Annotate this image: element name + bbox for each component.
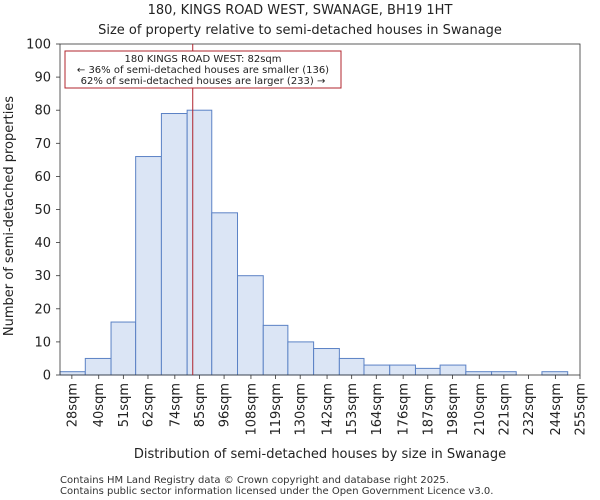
y-tick-label: 80 <box>34 104 51 119</box>
x-tick-label: 187sqm <box>421 383 436 436</box>
histogram-bar <box>110 321 137 376</box>
x-tick-label: 130sqm <box>294 383 309 436</box>
x-tick-label: 96sqm <box>218 383 233 427</box>
footer-line-2: Contains public sector information licen… <box>60 486 493 497</box>
y-tick-label: 90 <box>34 71 51 86</box>
annotation-box: 180 KINGS ROAD WEST: 82sqm ← 36% of semi… <box>64 50 342 89</box>
histogram-bar <box>237 275 264 376</box>
x-tick-label: 62sqm <box>141 383 156 427</box>
annotation-line-3: 62% of semi-detached houses are larger (… <box>81 76 326 87</box>
histogram-bar <box>414 367 441 376</box>
x-tick-label: 221sqm <box>497 383 512 436</box>
x-tick-label: 244sqm <box>549 383 564 436</box>
x-tick-label: 255sqm <box>574 383 589 436</box>
x-tick-label: 232sqm <box>522 383 537 436</box>
histogram-bar <box>541 371 569 376</box>
y-axis-ticks: 0 10 20 30 40 50 60 70 80 90 100 <box>26 38 60 384</box>
chart-title: 180, KINGS ROAD WEST, SWANAGE, BH19 1HT <box>148 3 453 18</box>
y-tick-label: 10 <box>34 335 51 350</box>
x-tick-label: 164sqm <box>370 383 385 436</box>
x-tick-label: 153sqm <box>345 383 360 436</box>
histogram-bar <box>186 109 213 376</box>
x-tick-label: 210sqm <box>473 383 488 436</box>
x-tick-label: 176sqm <box>397 383 412 436</box>
x-tick-label: 51sqm <box>117 383 132 427</box>
y-tick-label: 20 <box>34 302 51 317</box>
y-axis-label: Number of semi-detached properties <box>2 96 17 336</box>
histogram-bar <box>439 364 467 376</box>
histogram-bar <box>465 371 493 376</box>
annotation-line-2: ← 36% of semi-detached houses are smalle… <box>77 65 329 76</box>
y-tick-label: 30 <box>34 269 51 284</box>
histogram-bar <box>491 371 517 376</box>
histogram-bar <box>84 357 112 376</box>
chart-subtitle: Size of property relative to semi-detach… <box>98 23 502 38</box>
histogram-bar <box>211 212 239 376</box>
x-tick-label: 28sqm <box>65 383 80 427</box>
histogram-bar <box>262 324 289 376</box>
x-tick-label: 108sqm <box>244 383 259 436</box>
y-tick-label: 50 <box>34 203 51 218</box>
x-tick-label: 85sqm <box>193 383 208 427</box>
y-tick-label: 70 <box>34 137 51 152</box>
y-tick-label: 40 <box>34 236 51 251</box>
x-tick-label: 142sqm <box>321 383 336 436</box>
histogram-bar <box>313 348 340 376</box>
bars <box>59 109 569 376</box>
y-tick-label: 100 <box>26 38 51 53</box>
footer-line-1: Contains HM Land Registry data © Crown c… <box>60 475 449 486</box>
histogram-bar <box>363 364 391 376</box>
y-tick-label: 60 <box>34 170 51 185</box>
annotation-line-1: 180 KINGS ROAD WEST: 82sqm <box>124 54 281 65</box>
histogram-bar <box>160 113 188 376</box>
plot-frame <box>59 43 581 376</box>
histogram-bar <box>135 156 162 376</box>
x-axis-label: Distribution of semi-detached houses by … <box>134 447 506 462</box>
histogram-bar <box>338 357 365 376</box>
histogram-bar <box>59 371 86 376</box>
x-axis-ticks: 28sqm 40sqm 51sqm 62sqm 74sqm 85sqm 96sqm 108sq… <box>65 375 589 436</box>
histogram-bar <box>287 341 315 376</box>
y-tick-label: 0 <box>43 369 51 384</box>
x-tick-label: 119sqm <box>269 383 284 436</box>
x-tick-label: 74sqm <box>168 383 183 427</box>
histogram-bar <box>389 364 416 376</box>
x-tick-label: 40sqm <box>92 383 107 427</box>
x-tick-label: 198sqm <box>446 383 461 436</box>
